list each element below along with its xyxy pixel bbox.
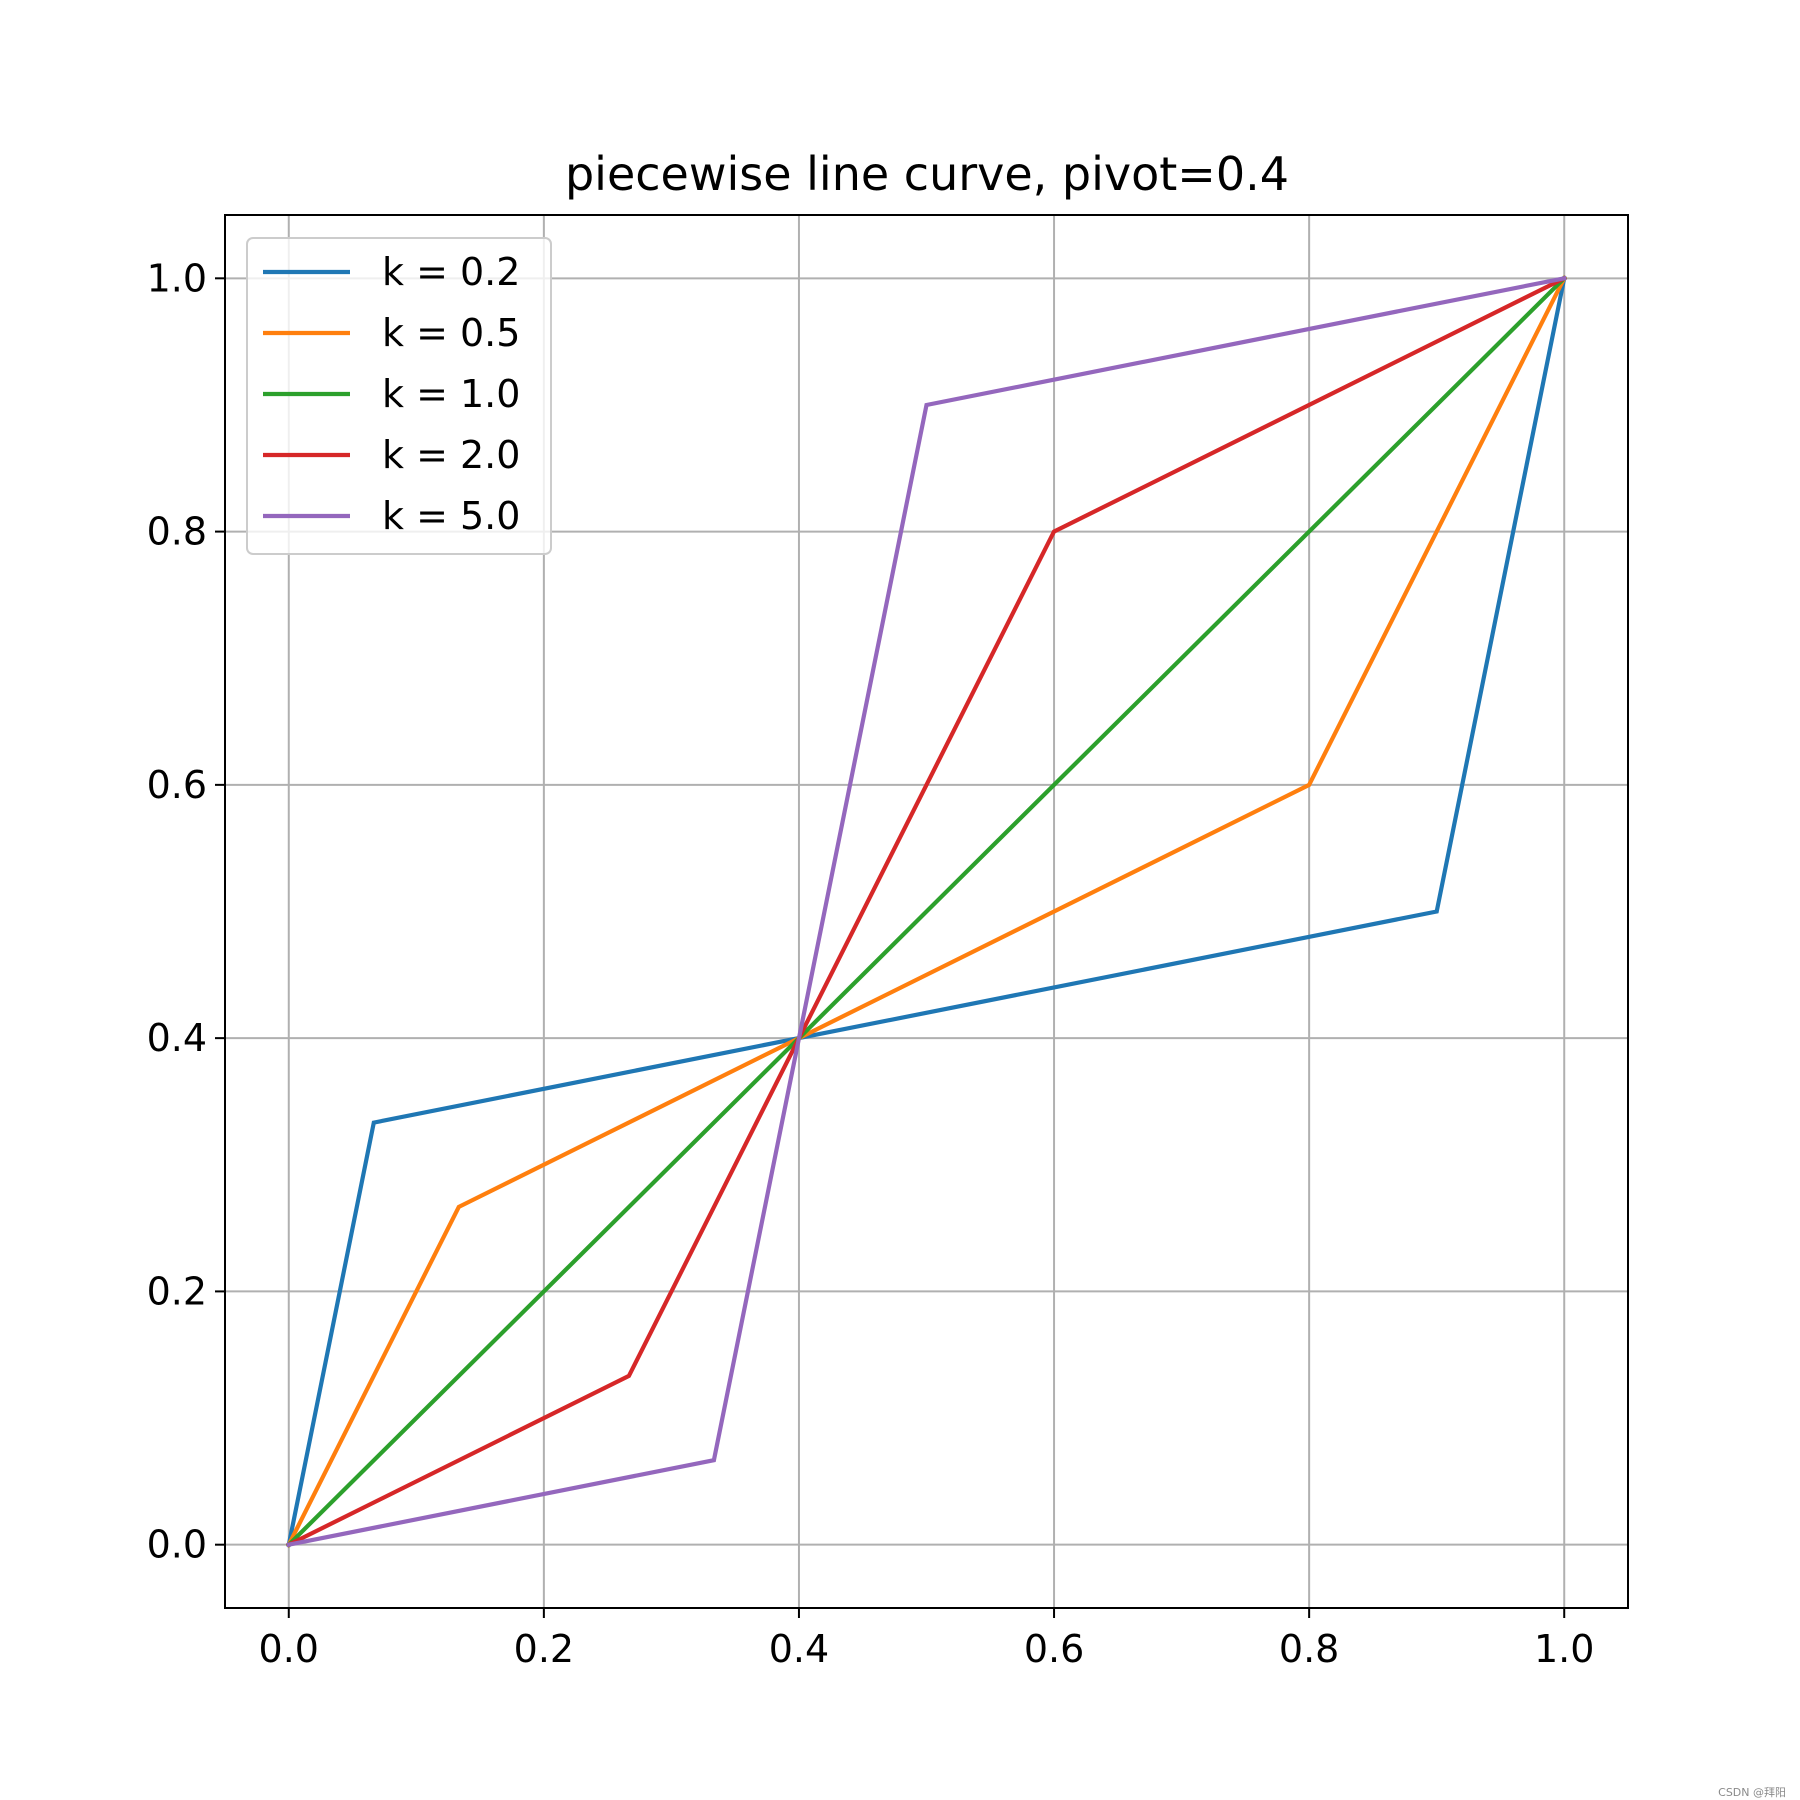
legend-label: k = 5.0 [382, 494, 520, 538]
y-tick-label: 0.2 [147, 1269, 207, 1313]
grid [225, 215, 1628, 1608]
x-tick-label: 1.0 [1534, 1627, 1594, 1671]
x-tick-label: 0.8 [1279, 1627, 1339, 1671]
legend-label: k = 2.0 [382, 433, 520, 477]
legend-label: k = 1.0 [382, 372, 520, 416]
y-tick-label: 0.8 [147, 510, 207, 554]
watermark-text: CSDN @拜阳 [1718, 1786, 1786, 1799]
y-tick-label: 0.4 [147, 1016, 207, 1060]
x-tick-label: 0.2 [514, 1627, 574, 1671]
x-tick-label: 0.4 [769, 1627, 829, 1671]
y-axis-ticks: 0.0 0.2 0.4 0.6 0.8 1.0 [147, 256, 225, 1567]
x-tick-label: 0.6 [1024, 1627, 1084, 1671]
legend-label: k = 0.2 [382, 250, 520, 294]
legend-label: k = 0.5 [382, 311, 520, 355]
x-axis-ticks: 0.0 0.2 0.4 0.6 0.8 1.0 [259, 1608, 1594, 1671]
x-tick-label: 0.0 [259, 1627, 319, 1671]
y-tick-label: 1.0 [147, 256, 207, 300]
y-tick-label: 0.6 [147, 763, 207, 807]
y-tick-label: 0.0 [147, 1523, 207, 1567]
legend: k = 0.2 k = 0.5 k = 1.0 k = 2.0 k = 5.0 [246, 237, 552, 555]
chart-title: piecewise line curve, pivot=0.4 [565, 147, 1289, 201]
series-lines [285, 275, 1568, 1548]
legend-box [246, 237, 552, 555]
plot-frame [224, 214, 1629, 1609]
series-line-4 [286, 275, 1567, 1548]
